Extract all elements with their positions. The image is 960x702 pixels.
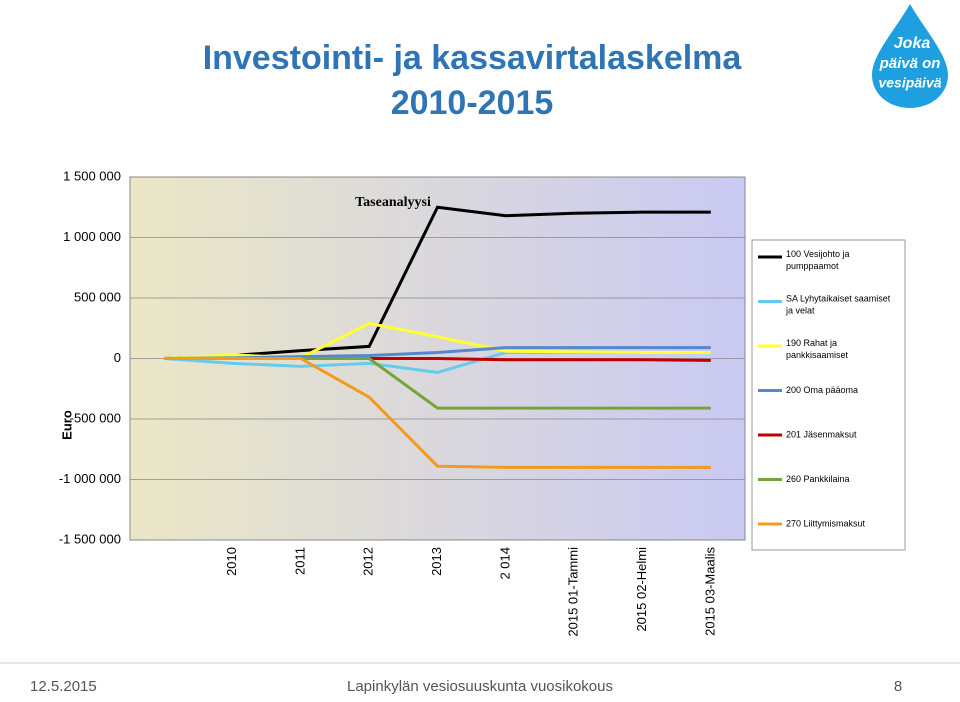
footer-text: Lapinkylän vesiosuuskunta vuosikokous [347,678,613,695]
y-tick-label: 500 000 [74,289,121,304]
legend-label: 201 Jäsenmaksut [786,429,857,439]
title: Investointi- ja kassavirtalaskelma [203,39,743,77]
legend-label: 260 Pankkilaina [786,474,850,484]
series-line [164,321,711,360]
logo-text: päivä on [879,55,941,72]
logo-drop [872,4,948,108]
logo-text: vesipäivä [878,75,941,91]
x-tick-label: 2 014 [497,547,512,580]
legend [751,239,906,551]
series-line [164,357,711,469]
y-tick-label: 1 500 000 [63,168,121,183]
footer-date: 12.5.2015 [30,678,97,695]
x-tick-label: 2012 [361,547,376,576]
x-tick-label: 2013 [429,547,444,576]
x-tick-label: 2010 [224,547,239,576]
x-tick-label: 2015 03-Maalis [702,547,717,636]
title: 2010-2015 [391,84,554,122]
y-axis-label: Euro [59,410,74,440]
legend-label: 100 Vesijohto ja pumppaamot [786,249,850,271]
x-tick-label: 2011 [292,547,307,575]
y-tick-label: -500 000 [70,410,121,425]
chart: -1 500 000 -1 000 000 -500 000 0 500 000 1 00… [59,168,745,637]
footer-page: 8 [894,678,902,695]
y-tick-label: -1 000 000 [59,471,121,486]
y-tick-label: 1 000 000 [63,229,121,244]
x-tick-label: 2015 02-Helmi [634,547,649,632]
legend-label: 200 Oma pääoma [786,385,858,395]
legend-label: 270 Liittymismaksut [786,518,866,528]
legend-label: SA Lyhytaikaiset saamiset ja velat [785,294,891,316]
chart-title: Taseanalyysi [355,195,431,210]
x-tick-label: 2015 01-Tammi [566,547,581,637]
y-tick-label: 0 [114,350,121,365]
logo-text: Joka [894,35,931,52]
y-tick-label: -1 500 000 [59,531,121,546]
legend-label: 190 Rahat ja pankkisaamiset [786,338,849,360]
series-line [164,205,711,360]
